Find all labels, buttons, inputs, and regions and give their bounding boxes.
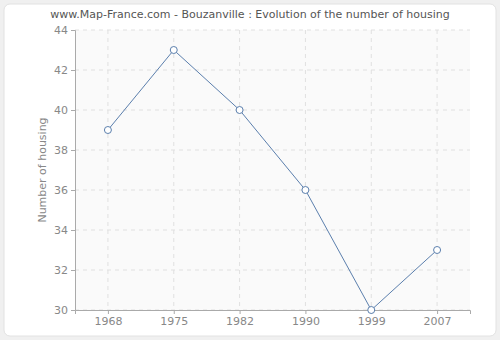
marker bbox=[170, 47, 177, 54]
axis-line bbox=[71, 31, 76, 311]
tick: 30 bbox=[54, 304, 75, 317]
tick: 2007 bbox=[424, 310, 452, 328]
tick-mark bbox=[71, 230, 75, 231]
marker bbox=[236, 107, 243, 114]
tick-label: 38 bbox=[54, 144, 68, 157]
grid bbox=[75, 30, 470, 310]
tick: 1982 bbox=[226, 310, 254, 328]
tick: 38 bbox=[54, 144, 75, 157]
tick-mark bbox=[71, 190, 75, 191]
tick: 32 bbox=[54, 264, 75, 277]
tick: 40 bbox=[54, 104, 75, 117]
grid-line bbox=[437, 30, 438, 310]
tick-mark bbox=[437, 310, 438, 314]
tick-mark bbox=[71, 70, 75, 71]
grid-line bbox=[107, 30, 108, 310]
tick: 44 bbox=[54, 24, 75, 37]
title: www.Map-France.com - Bouzanville : Evolu… bbox=[50, 8, 449, 21]
tick: 1968 bbox=[94, 310, 122, 328]
tick-label: 1968 bbox=[94, 315, 122, 328]
grid-line bbox=[239, 30, 240, 310]
background bbox=[0, 0, 500, 340]
tick: 34 bbox=[54, 224, 75, 237]
tick: 42 bbox=[54, 64, 75, 77]
series bbox=[104, 47, 440, 314]
tick-label: 2007 bbox=[424, 315, 452, 328]
tick-mark bbox=[71, 270, 75, 271]
y-axis-title: Number of housing bbox=[36, 117, 49, 222]
tick: 1975 bbox=[160, 310, 188, 328]
tick-label: 1990 bbox=[292, 315, 320, 328]
line bbox=[108, 50, 437, 310]
grid-line bbox=[173, 30, 174, 310]
tick: 1990 bbox=[292, 310, 320, 328]
panel bbox=[4, 4, 496, 336]
x-axis: 1968 1975 1982 1990 1999 2007 bbox=[76, 310, 471, 328]
tick-label: 32 bbox=[54, 264, 68, 277]
tick-mark bbox=[240, 310, 241, 314]
grid-line bbox=[75, 30, 470, 31]
tick-label: 1999 bbox=[358, 315, 386, 328]
grid-line bbox=[305, 30, 306, 310]
marker bbox=[302, 187, 309, 194]
y-axis: 30 32 34 36 38 40 42 44 bbox=[54, 24, 76, 317]
tick-label: 44 bbox=[54, 24, 68, 37]
grid-line bbox=[75, 70, 470, 71]
plot-area bbox=[75, 30, 470, 310]
tick-label: 30 bbox=[54, 304, 68, 317]
tick-mark bbox=[71, 150, 75, 151]
marker bbox=[104, 127, 111, 134]
tick-mark bbox=[71, 110, 75, 111]
axis-line bbox=[76, 311, 471, 315]
tick-mark bbox=[174, 310, 175, 314]
marker bbox=[434, 247, 441, 254]
grid-line bbox=[75, 190, 470, 191]
tick-label: 36 bbox=[54, 184, 68, 197]
tick-mark bbox=[71, 30, 75, 31]
tick-mark bbox=[305, 310, 306, 314]
grid-line bbox=[75, 230, 470, 231]
grid-line bbox=[371, 30, 372, 310]
tick-mark bbox=[71, 310, 75, 311]
tick-mark bbox=[108, 310, 109, 314]
chart: 30 32 34 36 38 40 42 44 1968 1975 1982 1990 1999 2007… bbox=[0, 0, 500, 340]
tick-label: 1982 bbox=[226, 315, 254, 328]
tick-label: 1975 bbox=[160, 315, 188, 328]
tick: 36 bbox=[54, 184, 75, 197]
marker bbox=[368, 307, 375, 314]
tick-label: 34 bbox=[54, 224, 68, 237]
grid-line bbox=[75, 270, 470, 271]
grid-line bbox=[75, 110, 470, 111]
tick-label: 42 bbox=[54, 64, 68, 77]
tick-label: 40 bbox=[54, 104, 68, 117]
